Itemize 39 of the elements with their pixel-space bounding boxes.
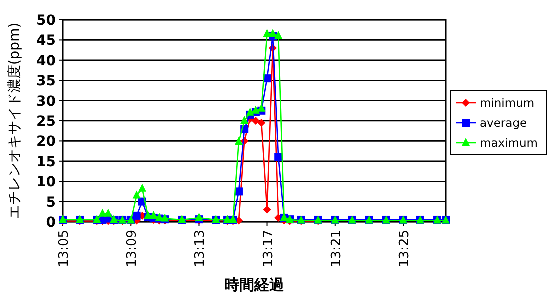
point <box>268 29 277 38</box>
y-tick-label: 20 <box>36 134 56 150</box>
y-tick-label: 0 <box>46 215 56 231</box>
legend-label: maximum <box>480 136 538 150</box>
legend-label: average <box>480 116 528 130</box>
point <box>240 116 249 124</box>
point <box>98 208 107 217</box>
point <box>274 31 283 40</box>
x-tick-label: 13:05 <box>57 230 72 268</box>
point <box>274 153 283 162</box>
x-tick-label: 13:21 <box>329 230 344 268</box>
y-tick-label: 25 <box>36 114 56 130</box>
point <box>132 212 141 220</box>
x-tick-label: 13:13 <box>193 230 208 268</box>
x-axis-title: 時間経過 <box>224 276 286 294</box>
y-tick-label: 10 <box>36 174 56 191</box>
y-tick-label: 5 <box>46 194 56 211</box>
y-tick-label: 15 <box>36 154 56 170</box>
point <box>246 108 254 116</box>
legend-label: minimum <box>480 96 535 110</box>
y-tick-label: 45 <box>36 33 56 50</box>
x-tick-label: 13:09 <box>125 230 140 268</box>
point <box>132 190 141 199</box>
y-tick-label: 30 <box>36 94 56 110</box>
point <box>252 117 260 125</box>
point <box>258 119 266 128</box>
point <box>252 106 260 114</box>
point <box>263 206 272 214</box>
x-tick-label: 13:25 <box>398 230 413 268</box>
y-tick-label: 35 <box>36 74 56 90</box>
y-tick-label: 40 <box>36 53 56 70</box>
point <box>138 184 146 192</box>
y-axis-title: エチレンオキサイド濃度(ppm) <box>7 22 23 220</box>
point <box>195 212 204 221</box>
point <box>258 104 266 112</box>
x-tick-label: 13:17 <box>261 230 276 268</box>
y-tick-label: 50 <box>36 13 56 29</box>
point <box>234 137 243 146</box>
point <box>104 208 112 217</box>
